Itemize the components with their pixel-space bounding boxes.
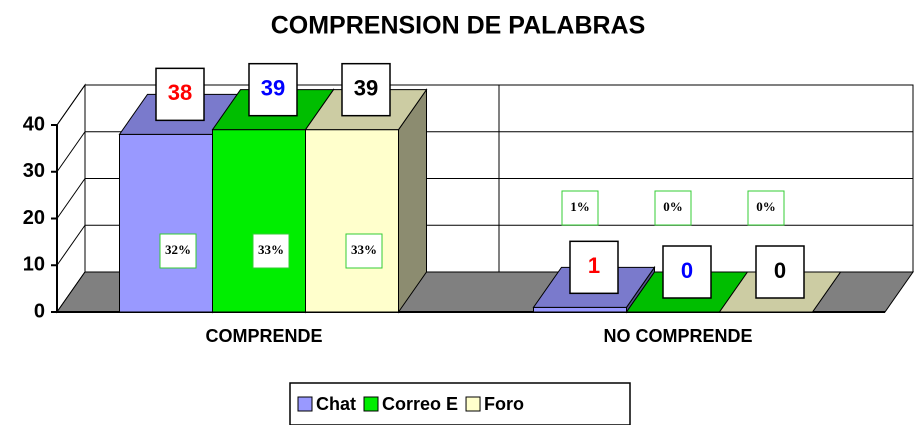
percent-label-box (654, 190, 692, 226)
y-tick-label: 40 (23, 113, 45, 135)
value-label: 0 (774, 258, 786, 283)
value-label-box (155, 67, 205, 122)
percent-label: 0% (663, 199, 683, 214)
bar (304, 88, 428, 314)
percent-label-box (561, 190, 599, 226)
value-label-box (569, 240, 619, 295)
y-tick-label: 20 (23, 207, 45, 229)
x-tick-label: NO COMPRENDE (603, 326, 752, 346)
value-label: 0 (681, 258, 693, 283)
value-label: 38 (168, 80, 192, 105)
percent-label-box (159, 233, 197, 269)
legend-swatch (363, 396, 379, 412)
value-label: 1 (588, 253, 600, 278)
bar-front (119, 133, 213, 313)
legend-swatch (297, 396, 313, 412)
percent-label: 0% (756, 199, 776, 214)
bar-front (305, 129, 399, 313)
value-label-box (662, 245, 712, 299)
percent-label: 32% (165, 242, 191, 257)
value-label-box (248, 62, 298, 117)
y-tick-label: 10 (23, 254, 45, 276)
grid-line (56, 84, 86, 126)
legend-swatch (465, 396, 481, 412)
value-label: 39 (354, 75, 378, 100)
x-tick-label: COMPRENDE (205, 326, 322, 346)
percent-label: 33% (258, 242, 284, 257)
percent-label: 1% (570, 199, 590, 214)
bar-front (212, 129, 306, 313)
legend-label: Foro (484, 394, 524, 414)
grid-line (56, 178, 86, 219)
bar-front (533, 306, 627, 313)
legend: Chat Correo E Foro (289, 382, 631, 425)
percent-label: 33% (351, 242, 377, 257)
legend-label: Correo E (382, 394, 458, 414)
legend-box (289, 382, 631, 425)
value-label: 39 (261, 75, 285, 100)
grid-line (56, 131, 86, 173)
percent-label-box (345, 233, 383, 269)
percent-label-box (747, 190, 785, 226)
value-label-box (755, 245, 805, 299)
grid-line (56, 224, 86, 266)
chart-title: COMPRENSION DE PALABRAS (271, 12, 646, 40)
y-tick-label: 30 (23, 160, 45, 182)
y-tick-label: 0 (34, 300, 45, 322)
percent-label-box (252, 233, 290, 269)
legend-label: Chat (316, 394, 356, 414)
value-label-box (341, 62, 391, 117)
